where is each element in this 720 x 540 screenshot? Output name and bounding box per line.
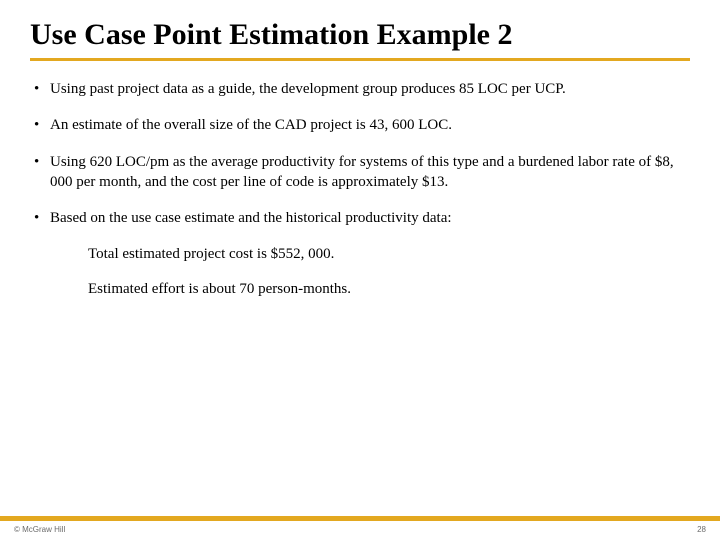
bullet-dot: •	[30, 115, 50, 135]
bullet-item: • Based on the use case estimate and the…	[30, 208, 690, 228]
bullet-text: An estimate of the overall size of the C…	[50, 115, 690, 135]
bullet-dot: •	[30, 208, 50, 228]
bullet-item: • Using past project data as a guide, th…	[30, 79, 690, 99]
bullet-item: • An estimate of the overall size of the…	[30, 115, 690, 135]
footer-copyright: © McGraw Hill	[14, 525, 65, 534]
bullet-text: Using past project data as a guide, the …	[50, 79, 690, 99]
slide-body: • Using past project data as a guide, th…	[30, 79, 690, 299]
bullet-dot: •	[30, 152, 50, 193]
bullet-text: Based on the use case estimate and the h…	[50, 208, 690, 228]
slide-footer: © McGraw Hill 28	[0, 516, 720, 540]
bullet-item: • Using 620 LOC/pm as the average produc…	[30, 152, 690, 193]
sub-line: Estimated effort is about 70 person-mont…	[88, 279, 690, 299]
slide-title: Use Case Point Estimation Example 2	[30, 18, 690, 61]
footer-page-number: 28	[697, 525, 706, 534]
bullet-dot: •	[30, 79, 50, 99]
bullet-text: Using 620 LOC/pm as the average producti…	[50, 152, 690, 193]
sub-line: Total estimated project cost is $552, 00…	[88, 244, 690, 264]
slide: Use Case Point Estimation Example 2 • Us…	[0, 0, 720, 540]
footer-row: © McGraw Hill 28	[0, 521, 720, 540]
